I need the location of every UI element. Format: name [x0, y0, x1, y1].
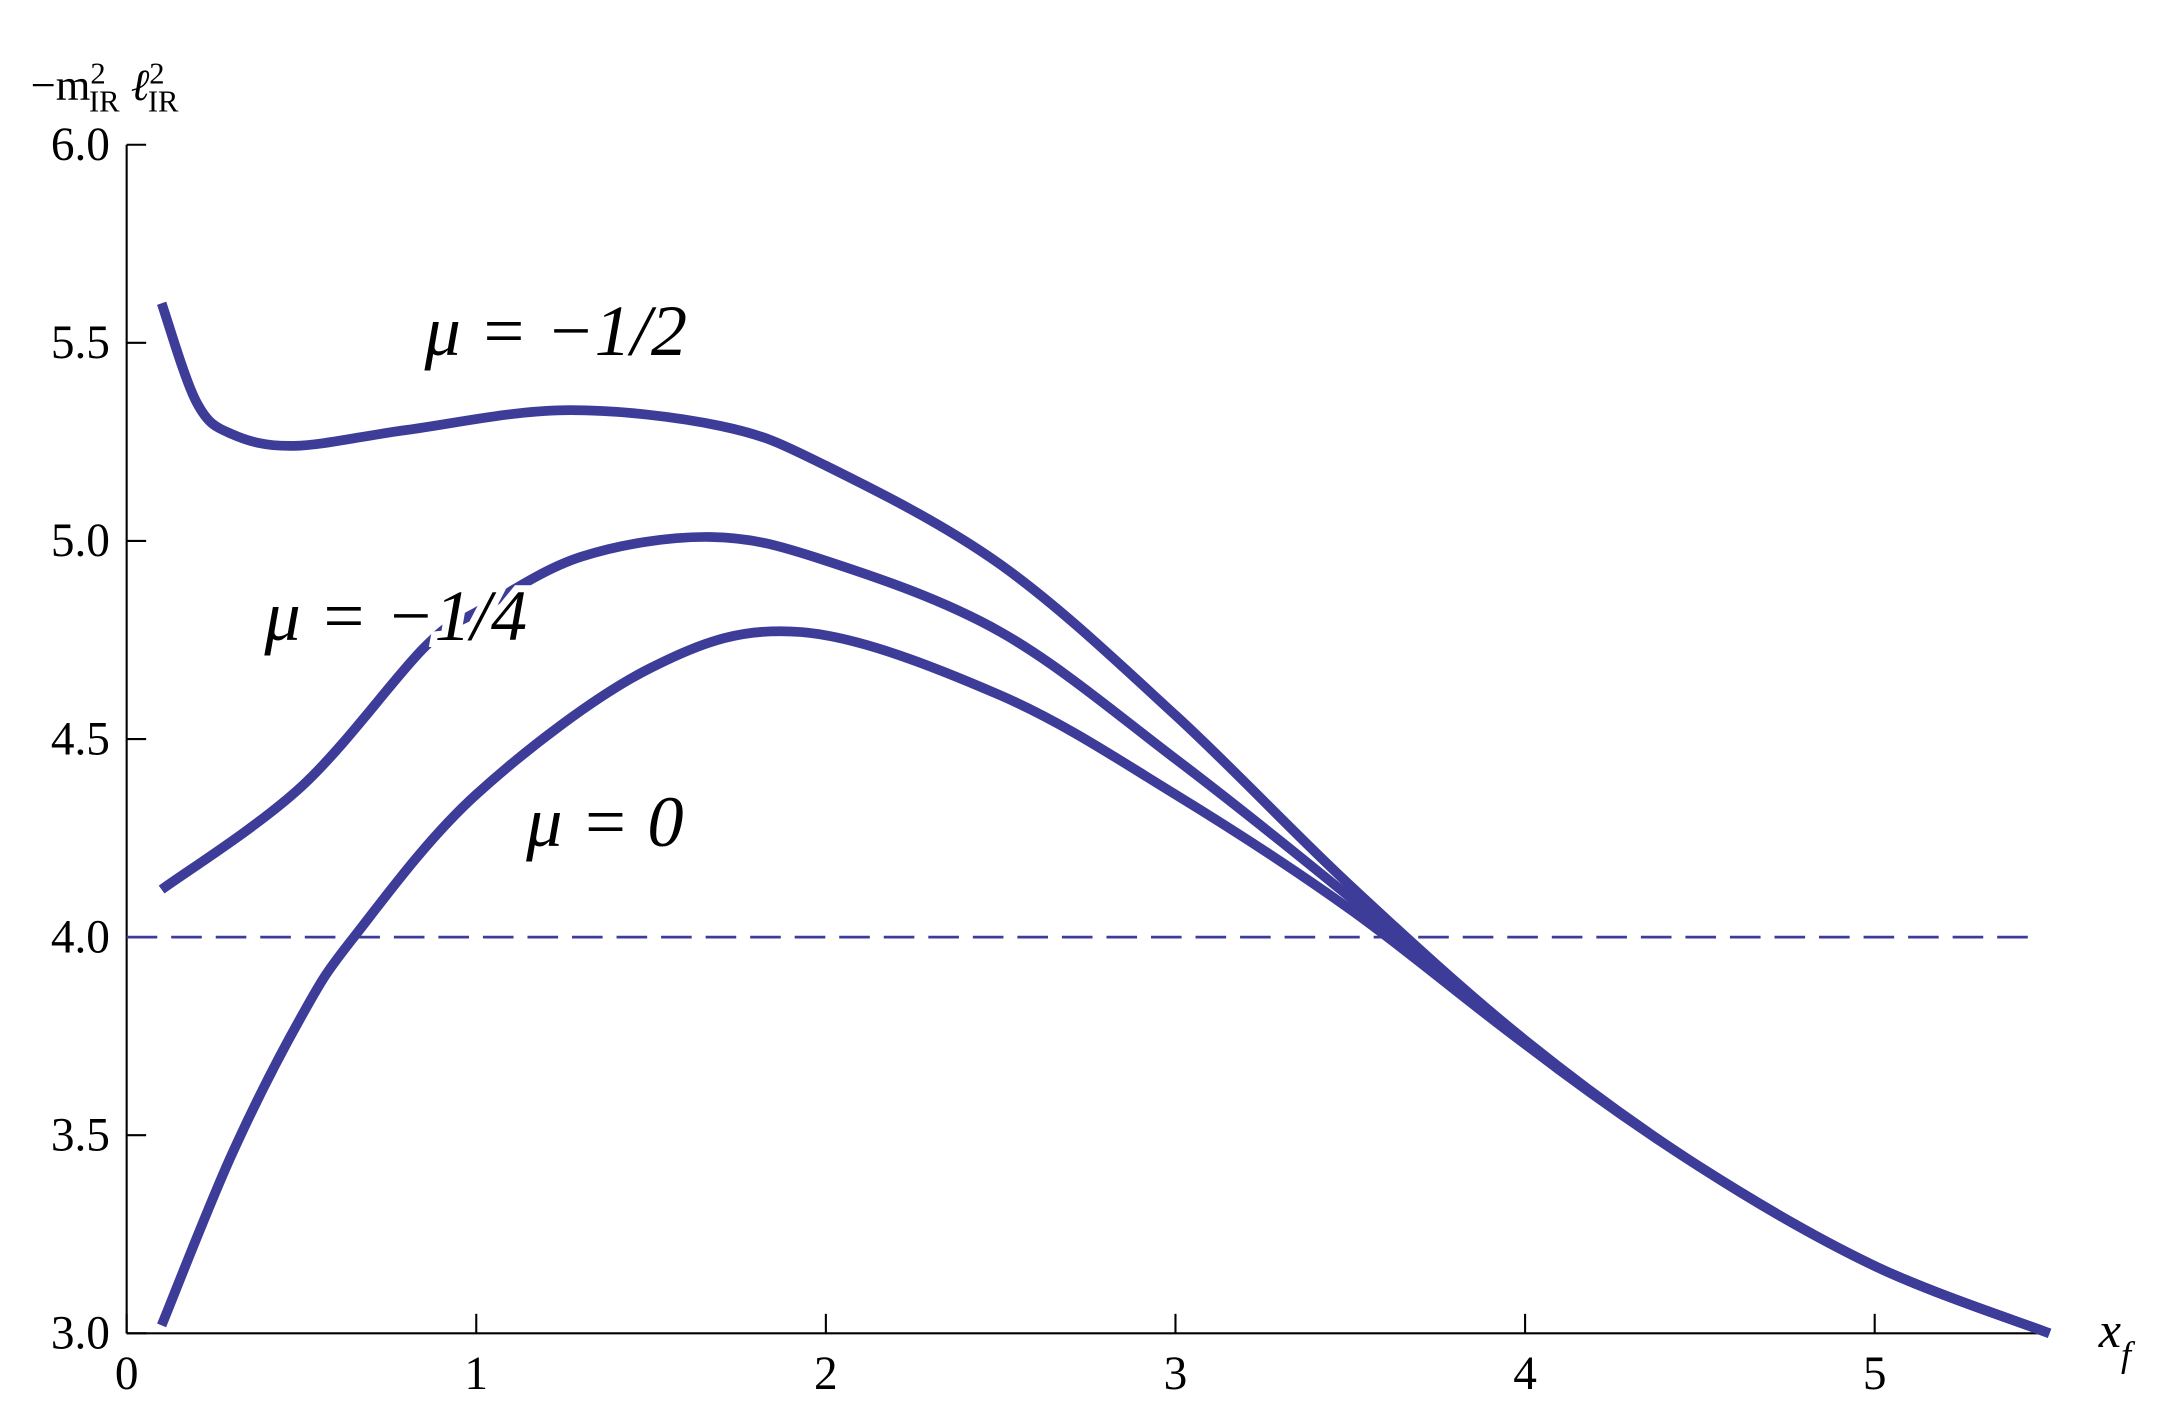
y-axis-label-part: ℓ	[131, 60, 150, 110]
y-tick-label: 5.5	[51, 317, 110, 369]
x-axis-label: xf	[2098, 1302, 2136, 1374]
y-axis-label-part: IR	[89, 84, 120, 118]
series-label: μ = −1/4	[263, 576, 527, 656]
series-label: μ = 0	[525, 782, 684, 862]
y-axis-label-part: 2	[149, 57, 164, 91]
series-label: μ = −1/2	[423, 291, 687, 371]
y-axis-label-part: 2	[90, 57, 105, 91]
y-tick-label: 4.5	[51, 713, 110, 765]
y-tick-label: 6.0	[51, 119, 110, 171]
y-axis-label-part: IR	[148, 84, 179, 118]
y-axis-label-part: −m	[31, 60, 91, 110]
x-axis-label-part: f	[2121, 1335, 2136, 1375]
y-tick-label: 3.0	[51, 1308, 110, 1360]
y-axis-label: −m2 IR ℓ2 IR	[31, 57, 179, 119]
curve	[157, 301, 2052, 1338]
x-tick-label: 0	[115, 1348, 139, 1400]
x-tick-label: 1	[464, 1348, 488, 1400]
y-tick-label: 3.5	[51, 1110, 110, 1162]
x-tick-label: 2	[814, 1348, 838, 1400]
y-tick-label: 4.0	[51, 911, 110, 963]
y-tick-label: 5.0	[51, 515, 110, 567]
x-axis-label-part: x	[2098, 1302, 2121, 1358]
x-tick-label: 5	[1863, 1348, 1887, 1400]
x-tick-label: 3	[1164, 1348, 1188, 1400]
curve	[157, 626, 2052, 1338]
x-tick-label: 4	[1513, 1348, 1537, 1400]
